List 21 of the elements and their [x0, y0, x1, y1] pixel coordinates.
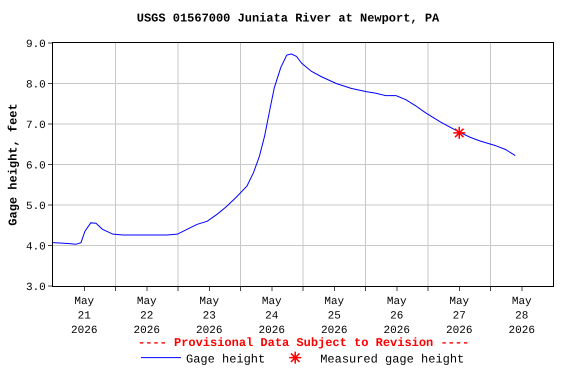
legend-label: Gage height: [186, 352, 266, 366]
x-tick-label: May 27 2026: [446, 296, 472, 337]
y-tick-label: 5.0: [26, 200, 46, 213]
y-axis-title: Gage height, feet: [6, 103, 20, 226]
y-tick-label: 3.0: [26, 282, 46, 294]
x-tick-label: May 23 2026: [196, 296, 222, 337]
chart-title: USGS 01567000 Juniata River at Newport, PA: [136, 11, 440, 26]
x-tick-label: May 22 2026: [134, 296, 160, 337]
x-tick-label: May 26 2026: [384, 296, 410, 337]
x-tick-label: May 28 2026: [508, 296, 535, 337]
line-series: [53, 53, 516, 245]
y-tick-label: 8.0: [26, 79, 46, 92]
text: ---- Provisional Data Subject to Revision ----: [138, 336, 470, 350]
y-tick-label: 7.0: [26, 120, 46, 132]
x-tick-label: May 25 2026: [321, 296, 348, 337]
x-tick-label: May 21 2026: [71, 296, 98, 337]
x-tick-label: May 24 2026: [258, 296, 285, 337]
legend-label: Measured gage height: [320, 352, 464, 366]
y-tick-label: 6.0: [26, 160, 46, 172]
y-tick-label: 9.0: [26, 38, 46, 51]
y-tick-label: 4.0: [26, 241, 46, 254]
